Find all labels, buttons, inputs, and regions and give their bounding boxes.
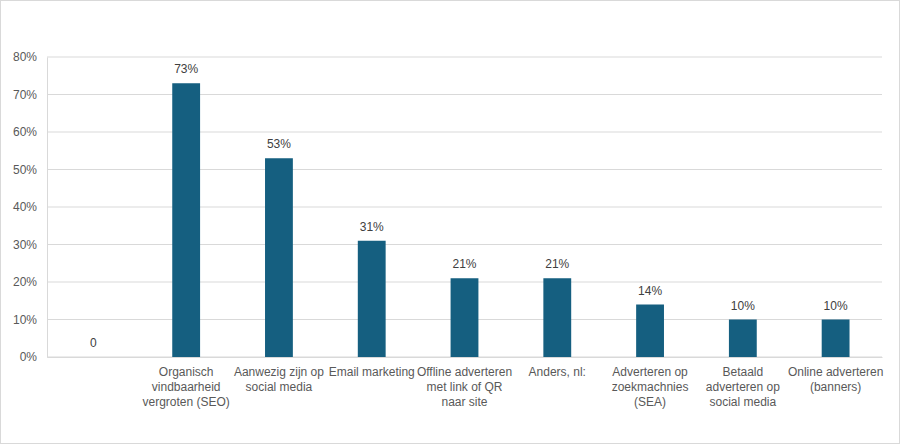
y-tick: 80% bbox=[13, 50, 47, 64]
x-tick: Online adverteren(banners) bbox=[788, 357, 883, 394]
data-label: 0 bbox=[90, 336, 97, 350]
x-tick-label: Offline adverterenmet link of QRnaar sit… bbox=[417, 365, 512, 409]
y-tick: 20% bbox=[13, 275, 47, 289]
bar bbox=[79, 357, 107, 358]
y-tick-label: 50% bbox=[13, 163, 37, 177]
y-tick: 30% bbox=[13, 238, 47, 252]
y-tick-label: 0% bbox=[20, 350, 38, 364]
y-tick-label: 80% bbox=[13, 50, 37, 64]
x-axis-line bbox=[48, 357, 883, 358]
chart: 0% 10% 20% 30% 40% 50% 60% 70% 80% Organischvindb… bbox=[0, 0, 900, 444]
y-tick-label: 20% bbox=[13, 275, 37, 289]
y-tick: 50% bbox=[13, 163, 47, 177]
y-tick-label: 70% bbox=[13, 88, 37, 102]
y-axis: 0% 10% 20% 30% 40% 50% 60% 70% 80% bbox=[13, 50, 48, 364]
data-label: 21% bbox=[452, 257, 476, 271]
x-tick: Organischvindbaarheidvergroten (SEO) bbox=[142, 357, 229, 409]
x-tick: Aanwezig zijn opsocial media bbox=[234, 357, 324, 394]
grid-line bbox=[47, 57, 882, 58]
bar bbox=[636, 305, 664, 358]
x-tick-label: Aanwezig zijn opsocial media bbox=[234, 365, 324, 394]
data-label: 73% bbox=[174, 62, 198, 76]
x-tick: Email marketing bbox=[329, 357, 415, 379]
x-axis: Organischvindbaarheidvergroten (SEO)Aanw… bbox=[48, 357, 884, 409]
x-tick-label: Email marketing bbox=[329, 365, 415, 379]
data-label: 53% bbox=[267, 137, 291, 151]
bar bbox=[543, 278, 571, 357]
grid bbox=[47, 57, 882, 357]
y-tick-label: 10% bbox=[13, 313, 37, 327]
y-tick-label: 30% bbox=[13, 238, 37, 252]
bar bbox=[265, 158, 293, 357]
bar bbox=[729, 320, 757, 358]
x-tick-label: Betaaldadverteren opsocial media bbox=[706, 365, 780, 409]
data-label: 10% bbox=[731, 299, 755, 313]
x-tick: Adverteren opzoekmachnies(SEA) bbox=[612, 357, 689, 409]
y-tick-label: 60% bbox=[13, 125, 37, 139]
data-label: 14% bbox=[638, 284, 662, 298]
y-tick: 70% bbox=[13, 88, 47, 102]
x-tick: Betaaldadverteren opsocial media bbox=[706, 357, 780, 409]
data-labels: 0 73% 53% 31% 21% 21% 14% 10% 10% bbox=[90, 62, 848, 350]
x-tick: Anders, nl: bbox=[529, 357, 586, 379]
y-tick: 0% bbox=[20, 350, 47, 364]
x-tick-label: Adverteren opzoekmachnies(SEA) bbox=[612, 365, 689, 409]
bar bbox=[172, 83, 200, 357]
y-tick: 40% bbox=[13, 200, 47, 214]
frame bbox=[1, 1, 900, 444]
x-tick-label: Organischvindbaarheidvergroten (SEO) bbox=[142, 365, 229, 409]
bar bbox=[451, 278, 479, 357]
bars bbox=[172, 83, 849, 357]
bar bbox=[822, 320, 850, 358]
y-axis-line bbox=[47, 58, 48, 358]
bar bbox=[358, 241, 386, 357]
data-label: 31% bbox=[360, 220, 384, 234]
y-tick: 60% bbox=[13, 125, 47, 139]
x-tick-label: Anders, nl: bbox=[529, 365, 586, 379]
y-tick-label: 40% bbox=[13, 200, 37, 214]
y-tick: 10% bbox=[13, 313, 47, 327]
x-tick: Offline adverterenmet link of QRnaar sit… bbox=[417, 357, 512, 409]
x-tick-label: Online adverteren(banners) bbox=[788, 365, 883, 394]
data-label: 10% bbox=[824, 299, 848, 313]
data-label: 21% bbox=[545, 257, 569, 271]
